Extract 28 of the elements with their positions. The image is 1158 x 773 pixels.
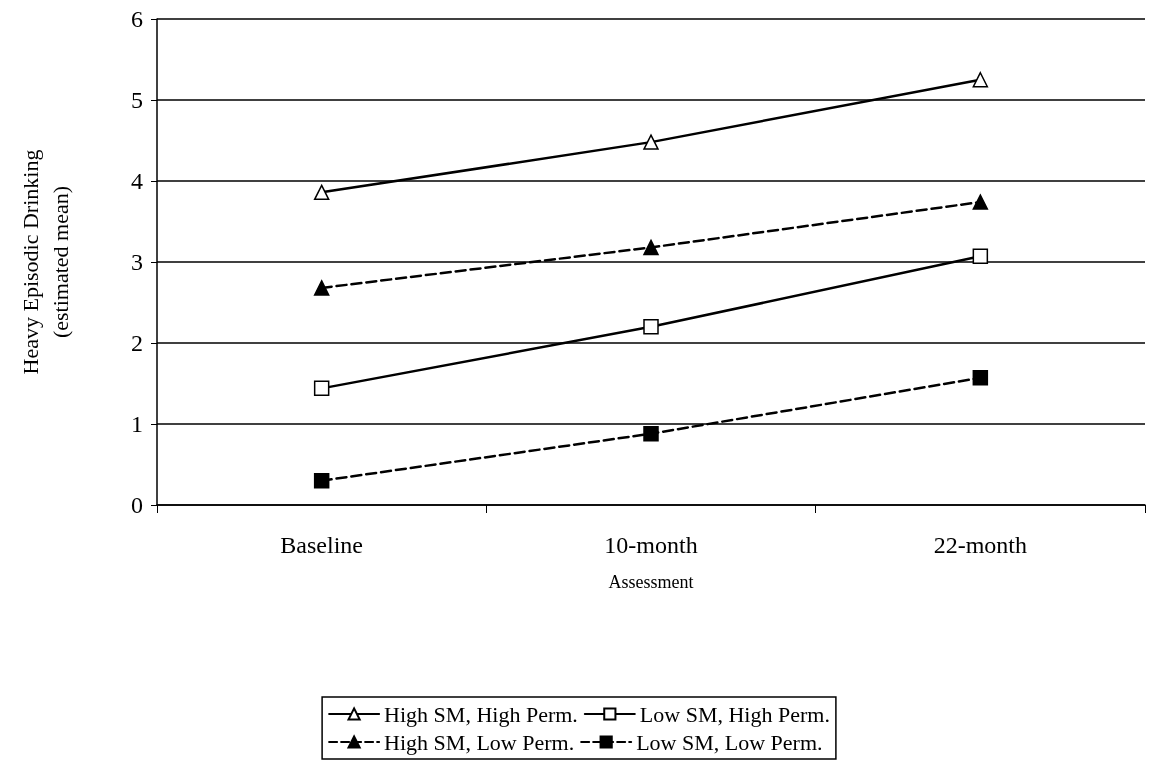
legend-label: Low SM, Low Perm. — [636, 729, 823, 755]
point — [313, 472, 330, 489]
y-tick-label: 5 — [131, 87, 143, 113]
point — [313, 280, 330, 296]
x-axis-title: Assessment — [608, 572, 694, 592]
x-tick-label: 10-month — [604, 532, 698, 558]
point — [643, 134, 659, 150]
point — [643, 319, 659, 335]
legend-label: Low SM, High Perm. — [639, 701, 830, 727]
y-tick-label: 1 — [131, 411, 143, 437]
y-axis-title: Heavy Episodic Drinking (estimated mean) — [17, 149, 73, 375]
legend-label: High SM, High Perm. — [384, 701, 578, 727]
point — [972, 72, 989, 88]
legend-label: High SM, Low Perm. — [384, 729, 575, 755]
y-tick-label: 6 — [131, 6, 143, 32]
point — [972, 370, 989, 386]
x-tick-label: 22-month — [933, 532, 1027, 558]
point — [313, 380, 330, 397]
y-tick-label: 3 — [131, 249, 143, 275]
point — [313, 184, 330, 201]
x-tick-label: Baseline — [280, 532, 363, 558]
y-tick-label: 0 — [131, 492, 143, 518]
y-tick-label: 4 — [131, 168, 143, 194]
point — [972, 248, 989, 265]
point — [972, 194, 989, 210]
point — [643, 425, 659, 442]
point — [643, 239, 659, 256]
y-tick-label: 2 — [131, 330, 143, 356]
